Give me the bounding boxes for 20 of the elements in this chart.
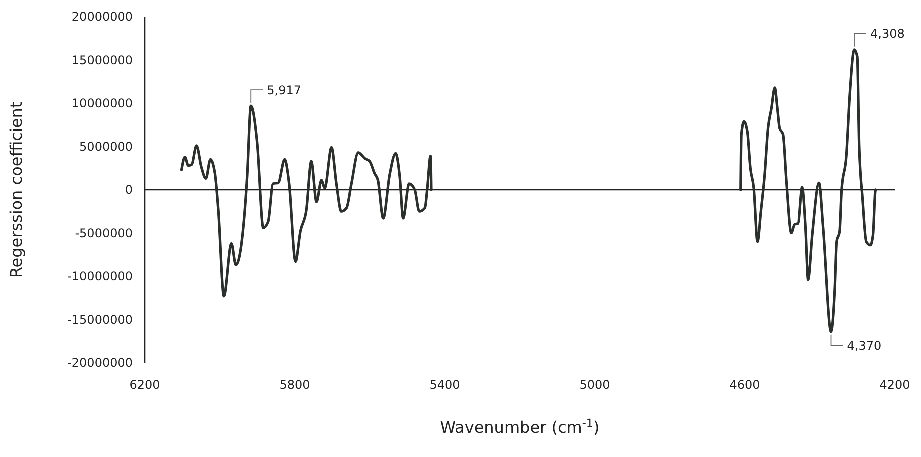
y-tick-label: -20000000	[68, 356, 133, 370]
y-tick-label: -15000000	[68, 312, 133, 327]
y-tick-label: -5000000	[75, 226, 133, 240]
x-tick-label: 4200	[880, 378, 910, 392]
x-tick-label: 5800	[280, 378, 310, 392]
annotation: 5,917	[267, 83, 302, 98]
y-tick-label: 10000000	[72, 96, 133, 111]
x-tick-label: 5400	[430, 378, 460, 392]
annotation: 4,308	[870, 27, 905, 42]
y-tick-label: 5000000	[80, 140, 133, 154]
y-tick-label: 20000000	[72, 10, 133, 24]
y-axis-title: Regerssion coefficient	[7, 102, 26, 278]
annotation: 4,370	[847, 339, 882, 354]
x-tick-label: 6200	[130, 378, 160, 392]
y-tick-label: 0	[125, 183, 133, 198]
y-tick-label: 15000000	[72, 53, 133, 68]
x-tick-label: 4600	[730, 378, 760, 392]
x-axis-title: Wavenumber (cm$^{-1}$)	[440, 416, 600, 437]
y-tick-label: -10000000	[68, 270, 133, 284]
x-tick-label: 5000	[580, 378, 610, 392]
